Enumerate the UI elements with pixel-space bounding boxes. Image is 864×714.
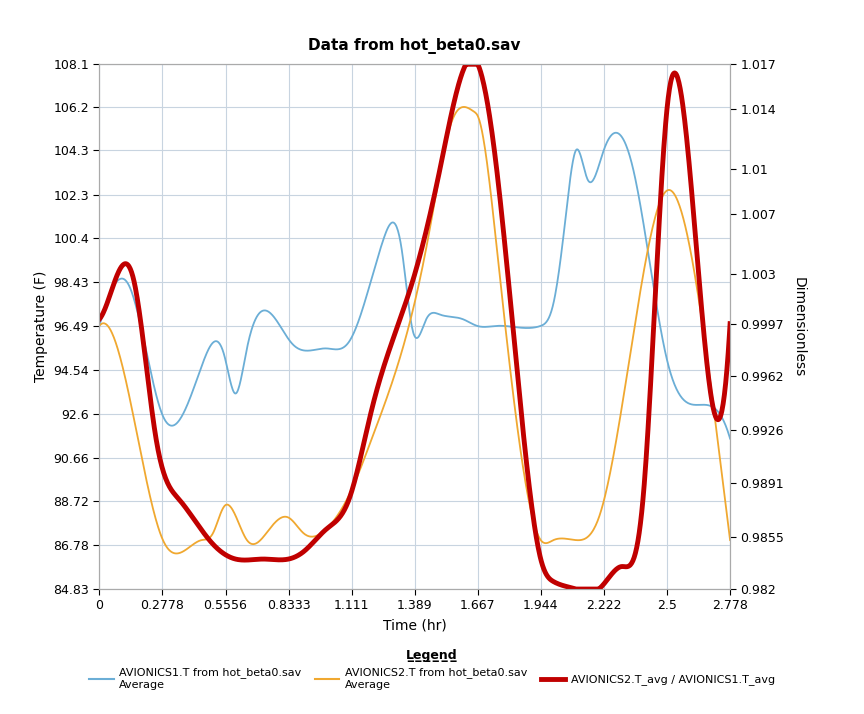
Title: Data from hot_beta0.sav: Data from hot_beta0.sav — [308, 39, 521, 54]
Legend: AVIONICS1.T from hot_beta0.sav
Average, AVIONICS2.T from hot_beta0.sav
Average, : AVIONICS1.T from hot_beta0.sav Average, … — [85, 644, 779, 694]
X-axis label: Time (hr): Time (hr) — [383, 618, 447, 632]
Y-axis label: Dimensionless: Dimensionless — [791, 276, 805, 377]
Y-axis label: Temperature (F): Temperature (F) — [34, 271, 48, 382]
